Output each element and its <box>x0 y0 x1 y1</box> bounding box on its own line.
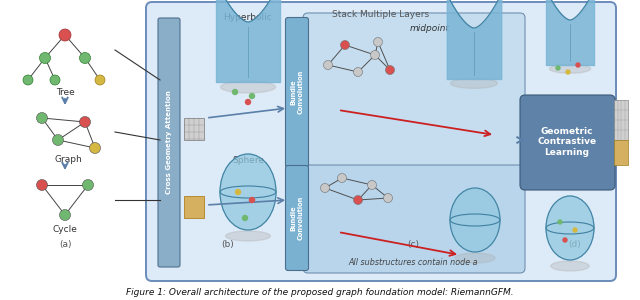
FancyBboxPatch shape <box>614 100 628 140</box>
Text: Sphere: Sphere <box>232 156 264 165</box>
Circle shape <box>83 179 93 191</box>
Circle shape <box>385 65 394 74</box>
Circle shape <box>337 173 346 182</box>
Circle shape <box>563 238 567 242</box>
Ellipse shape <box>450 188 500 252</box>
Text: Hyperbolic: Hyperbolic <box>223 13 273 22</box>
Ellipse shape <box>546 196 594 260</box>
FancyBboxPatch shape <box>285 17 308 167</box>
Text: All substructures contain node a: All substructures contain node a <box>348 258 477 267</box>
Text: (b): (b) <box>221 240 234 249</box>
Ellipse shape <box>226 231 270 241</box>
Circle shape <box>383 194 392 202</box>
Circle shape <box>566 70 570 74</box>
FancyBboxPatch shape <box>158 18 180 267</box>
Text: Bundle
Convolution: Bundle Convolution <box>291 196 303 240</box>
Circle shape <box>36 112 47 124</box>
Circle shape <box>246 100 250 104</box>
FancyBboxPatch shape <box>614 140 628 165</box>
Ellipse shape <box>221 81 275 93</box>
Ellipse shape <box>220 154 276 230</box>
Circle shape <box>371 50 380 59</box>
Ellipse shape <box>549 64 591 73</box>
FancyBboxPatch shape <box>303 165 525 273</box>
Circle shape <box>59 29 71 41</box>
Circle shape <box>36 179 47 191</box>
Text: Tree: Tree <box>56 88 74 97</box>
FancyBboxPatch shape <box>303 13 525 170</box>
Circle shape <box>232 89 237 94</box>
FancyBboxPatch shape <box>146 2 616 281</box>
Circle shape <box>323 61 333 70</box>
Circle shape <box>353 196 362 205</box>
Text: (d): (d) <box>568 240 581 249</box>
Circle shape <box>50 75 60 85</box>
Ellipse shape <box>451 78 497 88</box>
Circle shape <box>367 181 376 190</box>
Text: (c): (c) <box>407 240 419 249</box>
Circle shape <box>556 66 560 70</box>
Text: Cycle: Cycle <box>52 225 77 234</box>
Circle shape <box>340 40 349 50</box>
Text: Figure 1: Overall architecture of the proposed graph foundation model: RiemannGF: Figure 1: Overall architecture of the pr… <box>126 288 514 297</box>
Circle shape <box>558 220 562 224</box>
Text: Graph: Graph <box>54 155 82 164</box>
Text: Geometric
Contrastive
Learning: Geometric Contrastive Learning <box>538 127 596 157</box>
FancyBboxPatch shape <box>184 196 204 218</box>
Circle shape <box>573 228 577 232</box>
Circle shape <box>95 75 105 85</box>
Circle shape <box>243 215 248 220</box>
Circle shape <box>321 184 330 193</box>
Circle shape <box>374 38 383 46</box>
Circle shape <box>236 190 241 194</box>
Circle shape <box>576 63 580 67</box>
Text: Bundle
Convolution: Bundle Convolution <box>291 70 303 114</box>
Circle shape <box>79 52 90 64</box>
Circle shape <box>60 209 70 220</box>
Circle shape <box>52 134 63 146</box>
Circle shape <box>40 52 51 64</box>
Circle shape <box>250 197 255 202</box>
Text: (a): (a) <box>59 240 71 249</box>
Ellipse shape <box>455 253 495 263</box>
Circle shape <box>90 142 100 154</box>
Text: Stack Multiple Layers: Stack Multiple Layers <box>332 10 429 19</box>
Circle shape <box>353 68 362 76</box>
FancyBboxPatch shape <box>184 118 204 140</box>
FancyBboxPatch shape <box>285 166 308 271</box>
Circle shape <box>23 75 33 85</box>
Ellipse shape <box>551 261 589 271</box>
Text: midpoint: midpoint <box>410 24 450 33</box>
Circle shape <box>79 116 90 128</box>
FancyBboxPatch shape <box>520 95 615 190</box>
Circle shape <box>250 94 255 98</box>
Text: Cross Geometry Attention: Cross Geometry Attention <box>166 90 172 194</box>
